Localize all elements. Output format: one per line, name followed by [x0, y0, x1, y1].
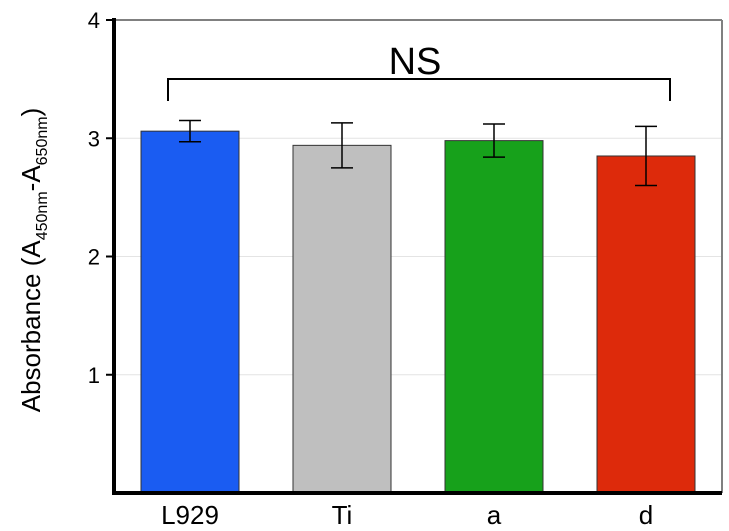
significance-bracket: NS	[167, 41, 671, 101]
x-tick-label-L929: L929	[161, 500, 219, 530]
y-axis-ticks: 1 2 3 4	[88, 8, 114, 388]
y-tick-label-2: 3	[88, 126, 100, 151]
error-bar-d	[635, 125, 657, 187]
bars	[140, 130, 696, 494]
bar-a	[444, 140, 544, 494]
y-tick-label-1: 2	[88, 245, 100, 270]
y-tick-label-3: 4	[88, 8, 100, 33]
significance-label: NS	[389, 41, 442, 83]
error-bars	[179, 119, 657, 187]
x-axis-labels: L929 Ti a d	[161, 500, 653, 530]
error-bar-a	[483, 123, 505, 158]
x-tick-label-Ti: Ti	[332, 500, 353, 530]
error-bar-L929	[179, 119, 201, 143]
y-tick-label-0: 1	[88, 363, 100, 388]
x-tick-label-a: a	[487, 500, 502, 530]
y-axis-label: Absorbance (A450nm-A650nm)	[16, 108, 51, 413]
bar-L929	[140, 130, 240, 494]
error-bar-Ti	[331, 122, 353, 169]
bar-d	[596, 155, 696, 494]
bar-Ti	[292, 144, 392, 494]
x-tick-label-d: d	[639, 500, 653, 530]
